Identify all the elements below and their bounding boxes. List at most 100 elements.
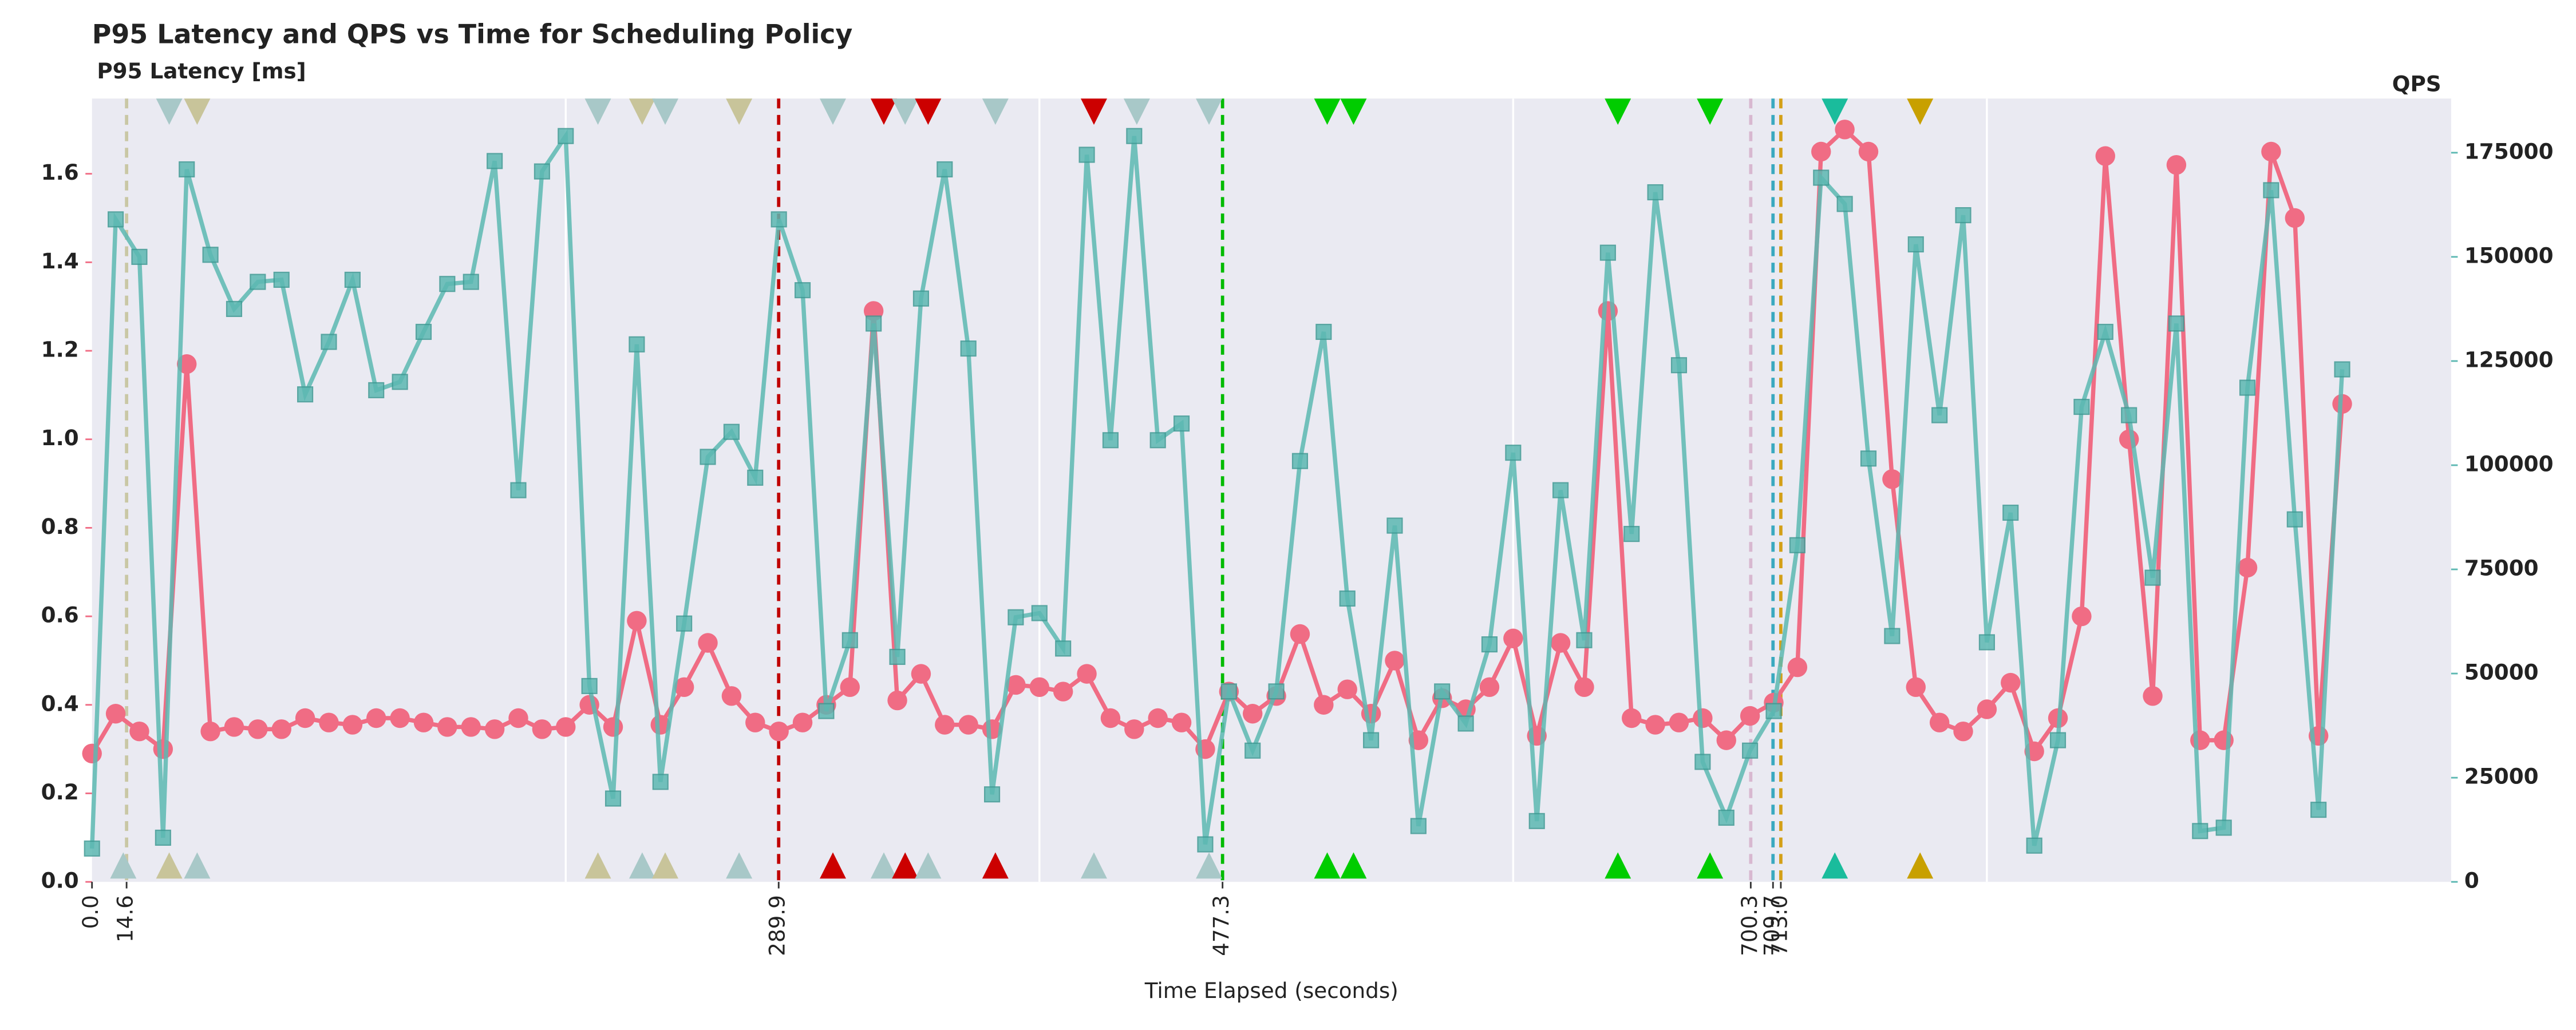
point (1386, 517, 1403, 534)
point (2215, 819, 2232, 836)
point (2001, 672, 2021, 693)
event-marker-bottom (1196, 852, 1223, 879)
point (603, 717, 623, 737)
event-marker-bottom (156, 852, 183, 879)
event-marker-bottom (1907, 852, 1934, 879)
point (629, 336, 645, 352)
point (2239, 379, 2256, 396)
y2-tick-label: 150000 (2464, 243, 2554, 268)
point (1149, 432, 1166, 449)
point (605, 790, 622, 807)
point (2095, 146, 2115, 166)
point (1645, 715, 1665, 735)
point (344, 271, 361, 288)
x-tick-label: 713.0 (1767, 895, 1792, 956)
point (1835, 120, 1855, 140)
point (1053, 682, 1073, 702)
point (1552, 482, 1569, 498)
point (1978, 634, 1995, 651)
point (1244, 742, 1261, 759)
point (484, 719, 505, 739)
point (461, 717, 481, 737)
point (510, 482, 527, 498)
point (437, 717, 457, 737)
point (105, 704, 126, 724)
point (1929, 712, 1950, 732)
event-marker-top (156, 98, 183, 125)
point (1385, 651, 1405, 671)
point (1503, 628, 1523, 648)
point (794, 282, 811, 299)
event-marker-top (584, 98, 611, 125)
point (745, 712, 765, 732)
point (392, 374, 408, 390)
event-marker-top (1081, 98, 1107, 125)
x-tick-label: 700.3 (1737, 895, 1762, 956)
event-marker-bottom (1340, 852, 1367, 879)
point (1290, 624, 1310, 644)
event-marker-top (1196, 98, 1223, 125)
point (1077, 664, 1097, 684)
point (1100, 708, 1121, 728)
y-tick-label: 1.2 (41, 337, 79, 362)
point (463, 274, 479, 290)
point (1220, 683, 1237, 700)
point (1813, 169, 1830, 186)
point (1291, 453, 1309, 469)
point (202, 247, 219, 263)
x-tick-label: 289.9 (765, 895, 790, 956)
y2-tick-label: 125000 (2464, 347, 2554, 372)
x-tick-label: 709.7 (1759, 895, 1784, 956)
event-marker-top (1907, 98, 1934, 125)
x-tick-label: 14.6 (113, 895, 138, 942)
point (581, 678, 598, 694)
point (1693, 708, 1713, 728)
y2-tick-label: 0 (2464, 868, 2479, 893)
point (1647, 184, 1664, 201)
event-marker-bottom (1081, 852, 1107, 879)
event-marker-bottom (870, 852, 897, 879)
event-marker-bottom (982, 852, 1009, 879)
point (698, 633, 718, 653)
x-tick-label: 0.0 (78, 895, 103, 929)
point (558, 128, 574, 144)
event-marker-bottom (1697, 852, 1724, 879)
point (1765, 703, 1782, 719)
y2-tick-label: 50000 (2464, 660, 2539, 685)
point (1953, 721, 1973, 742)
point (2261, 141, 2281, 162)
point (983, 786, 1001, 803)
point (2072, 606, 2092, 627)
point (2143, 686, 2163, 706)
point (1718, 809, 1735, 826)
point (297, 386, 314, 403)
y-tick-label: 0.8 (41, 514, 79, 539)
point (224, 717, 244, 737)
point (1434, 683, 1451, 700)
point (1315, 323, 1332, 340)
event-marker-top (726, 98, 753, 125)
y-tick-label: 1.4 (41, 248, 79, 274)
y-axis-label: P95 Latency [ms] (97, 58, 306, 84)
point (248, 719, 268, 739)
point (1977, 699, 1997, 719)
point (1078, 146, 1095, 163)
point (108, 211, 124, 228)
event-marker-bottom (1605, 852, 1631, 879)
point (721, 686, 742, 706)
point (911, 664, 931, 684)
event-marker-top (892, 98, 919, 125)
point (82, 743, 102, 764)
point (700, 449, 716, 465)
point (321, 334, 337, 350)
point (1197, 836, 1214, 853)
point (840, 677, 860, 698)
point (935, 715, 955, 735)
point (487, 153, 503, 169)
point (1669, 712, 1689, 732)
point (2002, 504, 2019, 521)
point (1126, 128, 1143, 144)
event-marker-bottom (584, 852, 611, 879)
point (1858, 141, 1879, 162)
